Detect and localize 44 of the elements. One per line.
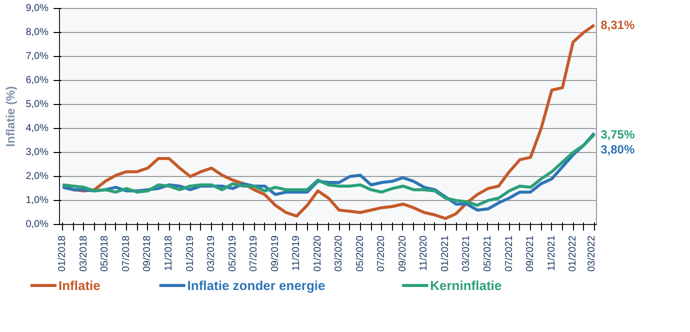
x-tick-label: 03/2022 (586, 235, 598, 272)
x-tick-label: 07/2020 (376, 235, 388, 272)
x-tick-label: 07/2021 (504, 235, 515, 272)
y-tick-label: 9,0% (26, 3, 49, 14)
x-tick-label: 09/2021 (525, 235, 536, 272)
y-tick-label: 8,0% (26, 27, 49, 38)
legend-label: Inflatie (58, 278, 100, 293)
x-tick-label: 09/2019 (270, 235, 281, 272)
x-tick-label: 03/2021 (461, 235, 472, 272)
y-tick-label: 0,0% (26, 219, 49, 230)
y-tick-label: 2,0% (26, 171, 49, 182)
x-tick-label: 01/2022 (568, 235, 579, 272)
x-tick-label: 05/2021 (482, 235, 494, 272)
x-tick-label: 11/2021 (546, 235, 558, 271)
y-tick-label: 4,0% (26, 123, 49, 134)
x-tick-label: 03/2019 (206, 235, 218, 272)
x-tick-label: 07/2018 (120, 235, 132, 272)
x-tick-label: 03/2020 (334, 235, 345, 272)
x-tick-label: 11/2018 (164, 235, 175, 271)
x-tick-label: 09/2018 (142, 235, 154, 272)
annotation: 3,80% (600, 142, 635, 156)
x-tick-label: 05/2020 (354, 235, 366, 272)
legend-label: Inflatie zonder energie (187, 278, 326, 293)
y-axis-title: Inflatie (%) (4, 86, 18, 147)
x-tick-label: 07/2019 (248, 235, 260, 272)
line-series (61, 24, 596, 220)
x-tick-label: 11/2020 (418, 235, 430, 271)
y-tick-label: 6,0% (26, 75, 49, 86)
x-tick-label: 11/2019 (291, 235, 302, 271)
annotation: 3,75% (600, 128, 635, 142)
x-tick-label: 01/2018 (57, 235, 68, 272)
x-tick-label: 01/2021 (440, 235, 451, 272)
x-tick-label: 01/2020 (312, 235, 324, 272)
x-tick-label: 05/2018 (100, 235, 111, 272)
x-tick-label: 05/2019 (227, 235, 238, 272)
x-tick-label: 01/2019 (184, 235, 196, 272)
y-tick-label: 3,0% (26, 147, 49, 158)
y-tick-label: 5,0% (26, 99, 49, 110)
y-tick-label: 1,0% (26, 195, 49, 206)
x-tick-label: 03/2018 (78, 235, 90, 272)
x-tick-label: 09/2020 (397, 235, 408, 272)
annotation: 8,31% (600, 18, 635, 32)
legend-label: Kerninflatie (430, 278, 502, 293)
y-tick-label: 7,0% (26, 51, 49, 62)
